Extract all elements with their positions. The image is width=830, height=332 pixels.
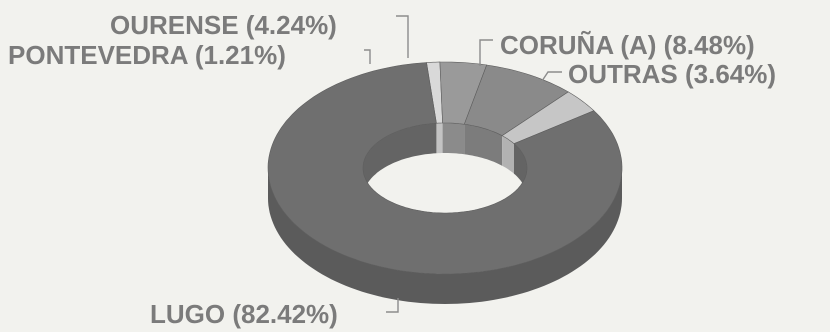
inner-wall-ourense	[442, 123, 465, 155]
label-ourense: OURENSE (4.24%)	[110, 10, 337, 40]
outer-wall-lugo	[268, 168, 622, 304]
label-pontevedra: PONTEVEDRA (1.21%)	[8, 40, 286, 70]
label-lugo: LUGO (82.42%)	[150, 299, 338, 329]
inner-wall-pontevedra	[436, 123, 443, 154]
slice-lugo	[267, 62, 623, 275]
slice-labels: OURENSE (4.24%) PONTEVEDRA (1.21%) CORUÑ…	[8, 10, 776, 329]
label-outras: OUTRAS (3.64%)	[568, 59, 776, 89]
label-coruna: CORUÑA (A) (8.48%)	[500, 30, 755, 60]
leader-line-outras	[539, 71, 562, 85]
leader-lines	[364, 15, 562, 313]
inner-wall-lugo	[363, 123, 437, 198]
leader-line-ourense	[396, 15, 409, 58]
leader-line-coruna	[479, 39, 493, 66]
inner-wall-outras	[502, 135, 514, 174]
donut-top-faces	[267, 61, 623, 275]
donut-sides	[268, 168, 622, 304]
leader-line-pontevedra	[364, 49, 371, 64]
leader-line-lugo	[386, 298, 399, 313]
inner-wall-coruna-a	[464, 124, 503, 166]
